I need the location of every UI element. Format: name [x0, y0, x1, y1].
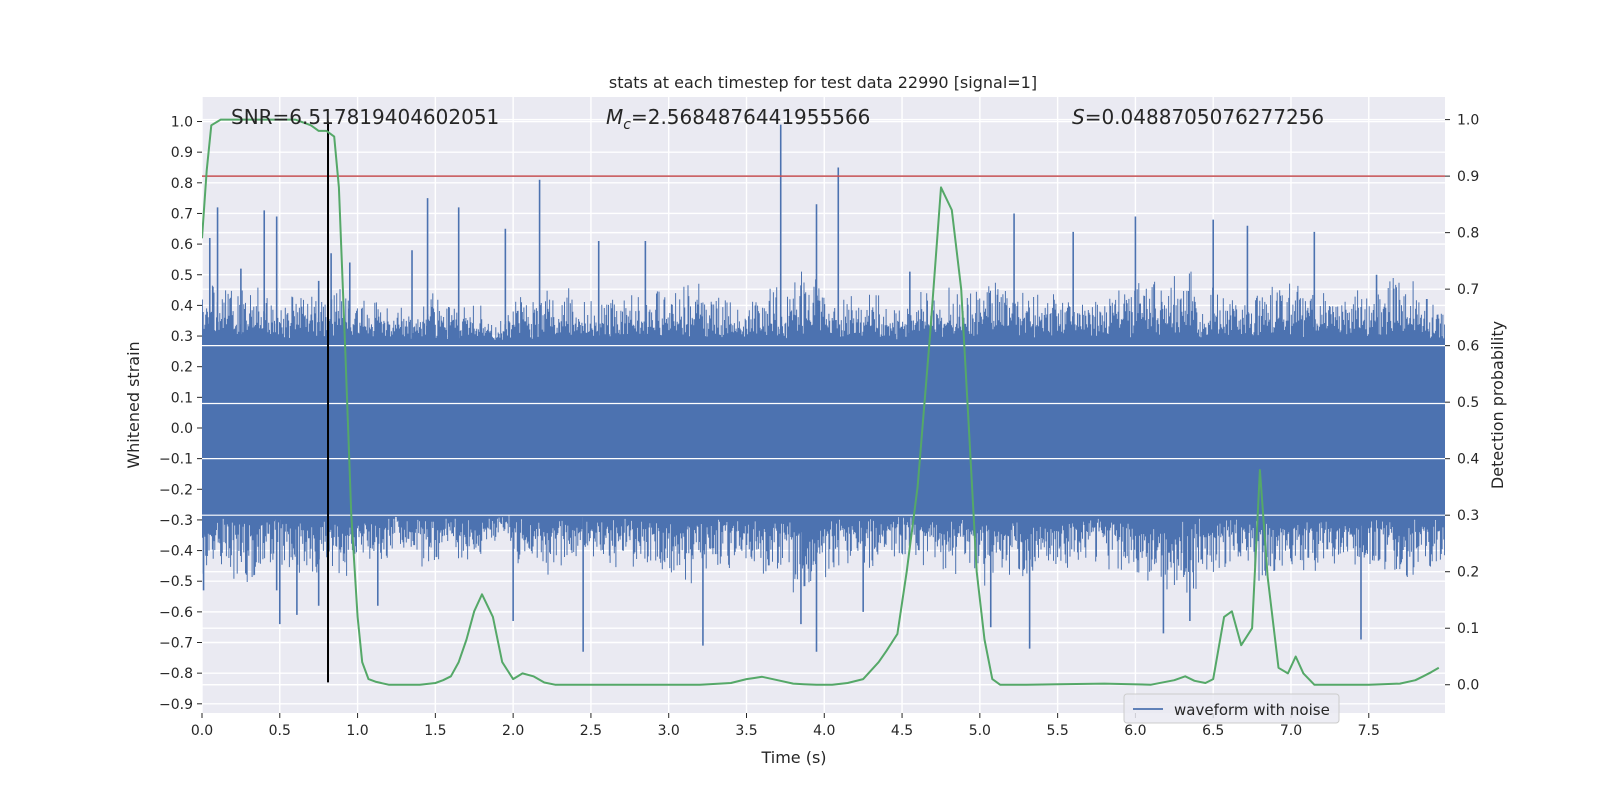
s-value: =0.0488705076277256: [1085, 105, 1324, 129]
y2-tick-label: 0.3: [1457, 508, 1479, 524]
x-tick-label: 5.0: [969, 723, 991, 739]
y-tick-label: 0.8: [171, 176, 193, 192]
mc-annotation: Mc=2.5684876441955566: [606, 105, 870, 133]
y2-tick-label: 0.7: [1457, 282, 1479, 298]
y2-tick-label: 0.5: [1457, 395, 1479, 411]
y2-tick-label: 0.8: [1457, 226, 1479, 242]
y-tick-label: −0.3: [159, 513, 193, 529]
chart-title: stats at each timestep for test data 229…: [609, 73, 1037, 92]
y-tick-label: −0.7: [159, 636, 193, 652]
x-tick-label: 1.0: [346, 723, 368, 739]
legend-label-waveform: waveform with noise: [1174, 701, 1330, 719]
y-tick-label: 0.4: [171, 298, 193, 314]
x-tick-label: 0.5: [269, 723, 291, 739]
x-tick-label: 1.5: [424, 723, 446, 739]
snr-annotation: SNR=6.517819404602051: [231, 105, 499, 129]
y-tick-label: −0.2: [159, 482, 193, 498]
y-axis-ticks: 1.0 0.9 0.8 0.7 0.6 0.5 0.4 0.3 0.2 0.1 0.0 −0.1 −0.…: [159, 115, 202, 713]
x-tick-label: 6.5: [1202, 723, 1224, 739]
y2-axis-ticks: 1.0 0.9 0.8 0.7 0.6 0.5 0.4 0.3 0.2 0.1 0.0: [1445, 113, 1479, 694]
y2-tick-label: 0.9: [1457, 169, 1479, 185]
legend: waveform with noise: [1124, 694, 1339, 723]
y-tick-label: 0.7: [171, 206, 193, 222]
x-tick-label: 3.5: [735, 723, 757, 739]
s-annotation: S=0.0488705076277256: [1072, 105, 1324, 129]
x-tick-label: 4.5: [891, 723, 913, 739]
y-tick-label: −0.8: [159, 666, 193, 682]
y-tick-label: −0.6: [159, 605, 193, 621]
x-tick-label: 7.0: [1280, 723, 1302, 739]
x-tick-label: 5.5: [1046, 723, 1068, 739]
y2-tick-label: 0.1: [1457, 621, 1479, 637]
y-axis-label: Whitened strain: [124, 341, 143, 468]
y-tick-label: 0.5: [171, 268, 193, 284]
y2-tick-label: 0.4: [1457, 452, 1479, 468]
y2-tick-label: 1.0: [1457, 113, 1479, 129]
x-tick-label: 2.5: [580, 723, 602, 739]
y-tick-label: −0.9: [159, 697, 193, 713]
y-tick-label: 0.3: [171, 329, 193, 345]
x-tick-label: 7.5: [1358, 723, 1380, 739]
x-axis-label: Time (s): [760, 748, 826, 767]
y-tick-label: 0.1: [171, 390, 193, 406]
y-tick-label: 0.2: [171, 360, 193, 376]
y-tick-label: −0.1: [159, 452, 193, 468]
y2-tick-label: 0.6: [1457, 339, 1479, 355]
y-tick-label: 0.6: [171, 237, 193, 253]
y2-tick-label: 0.0: [1457, 678, 1479, 694]
y2-axis-label: Detection probability: [1488, 321, 1507, 489]
s-symbol: S: [1072, 105, 1085, 129]
y2-tick-label: 0.2: [1457, 565, 1479, 581]
x-tick-label: 2.0: [502, 723, 524, 739]
x-tick-label: 3.0: [658, 723, 680, 739]
x-tick-label: 4.0: [813, 723, 835, 739]
mc-symbol: M: [606, 105, 623, 129]
y-tick-label: 1.0: [171, 115, 193, 131]
y-tick-label: 0.0: [171, 421, 193, 437]
y-tick-label: −0.4: [159, 544, 193, 560]
y-tick-label: −0.5: [159, 574, 193, 590]
x-tick-label: 6.0: [1124, 723, 1146, 739]
y-tick-label: 0.9: [171, 145, 193, 161]
x-tick-label: 0.0: [191, 723, 213, 739]
mc-value: =2.5684876441955566: [631, 105, 870, 129]
